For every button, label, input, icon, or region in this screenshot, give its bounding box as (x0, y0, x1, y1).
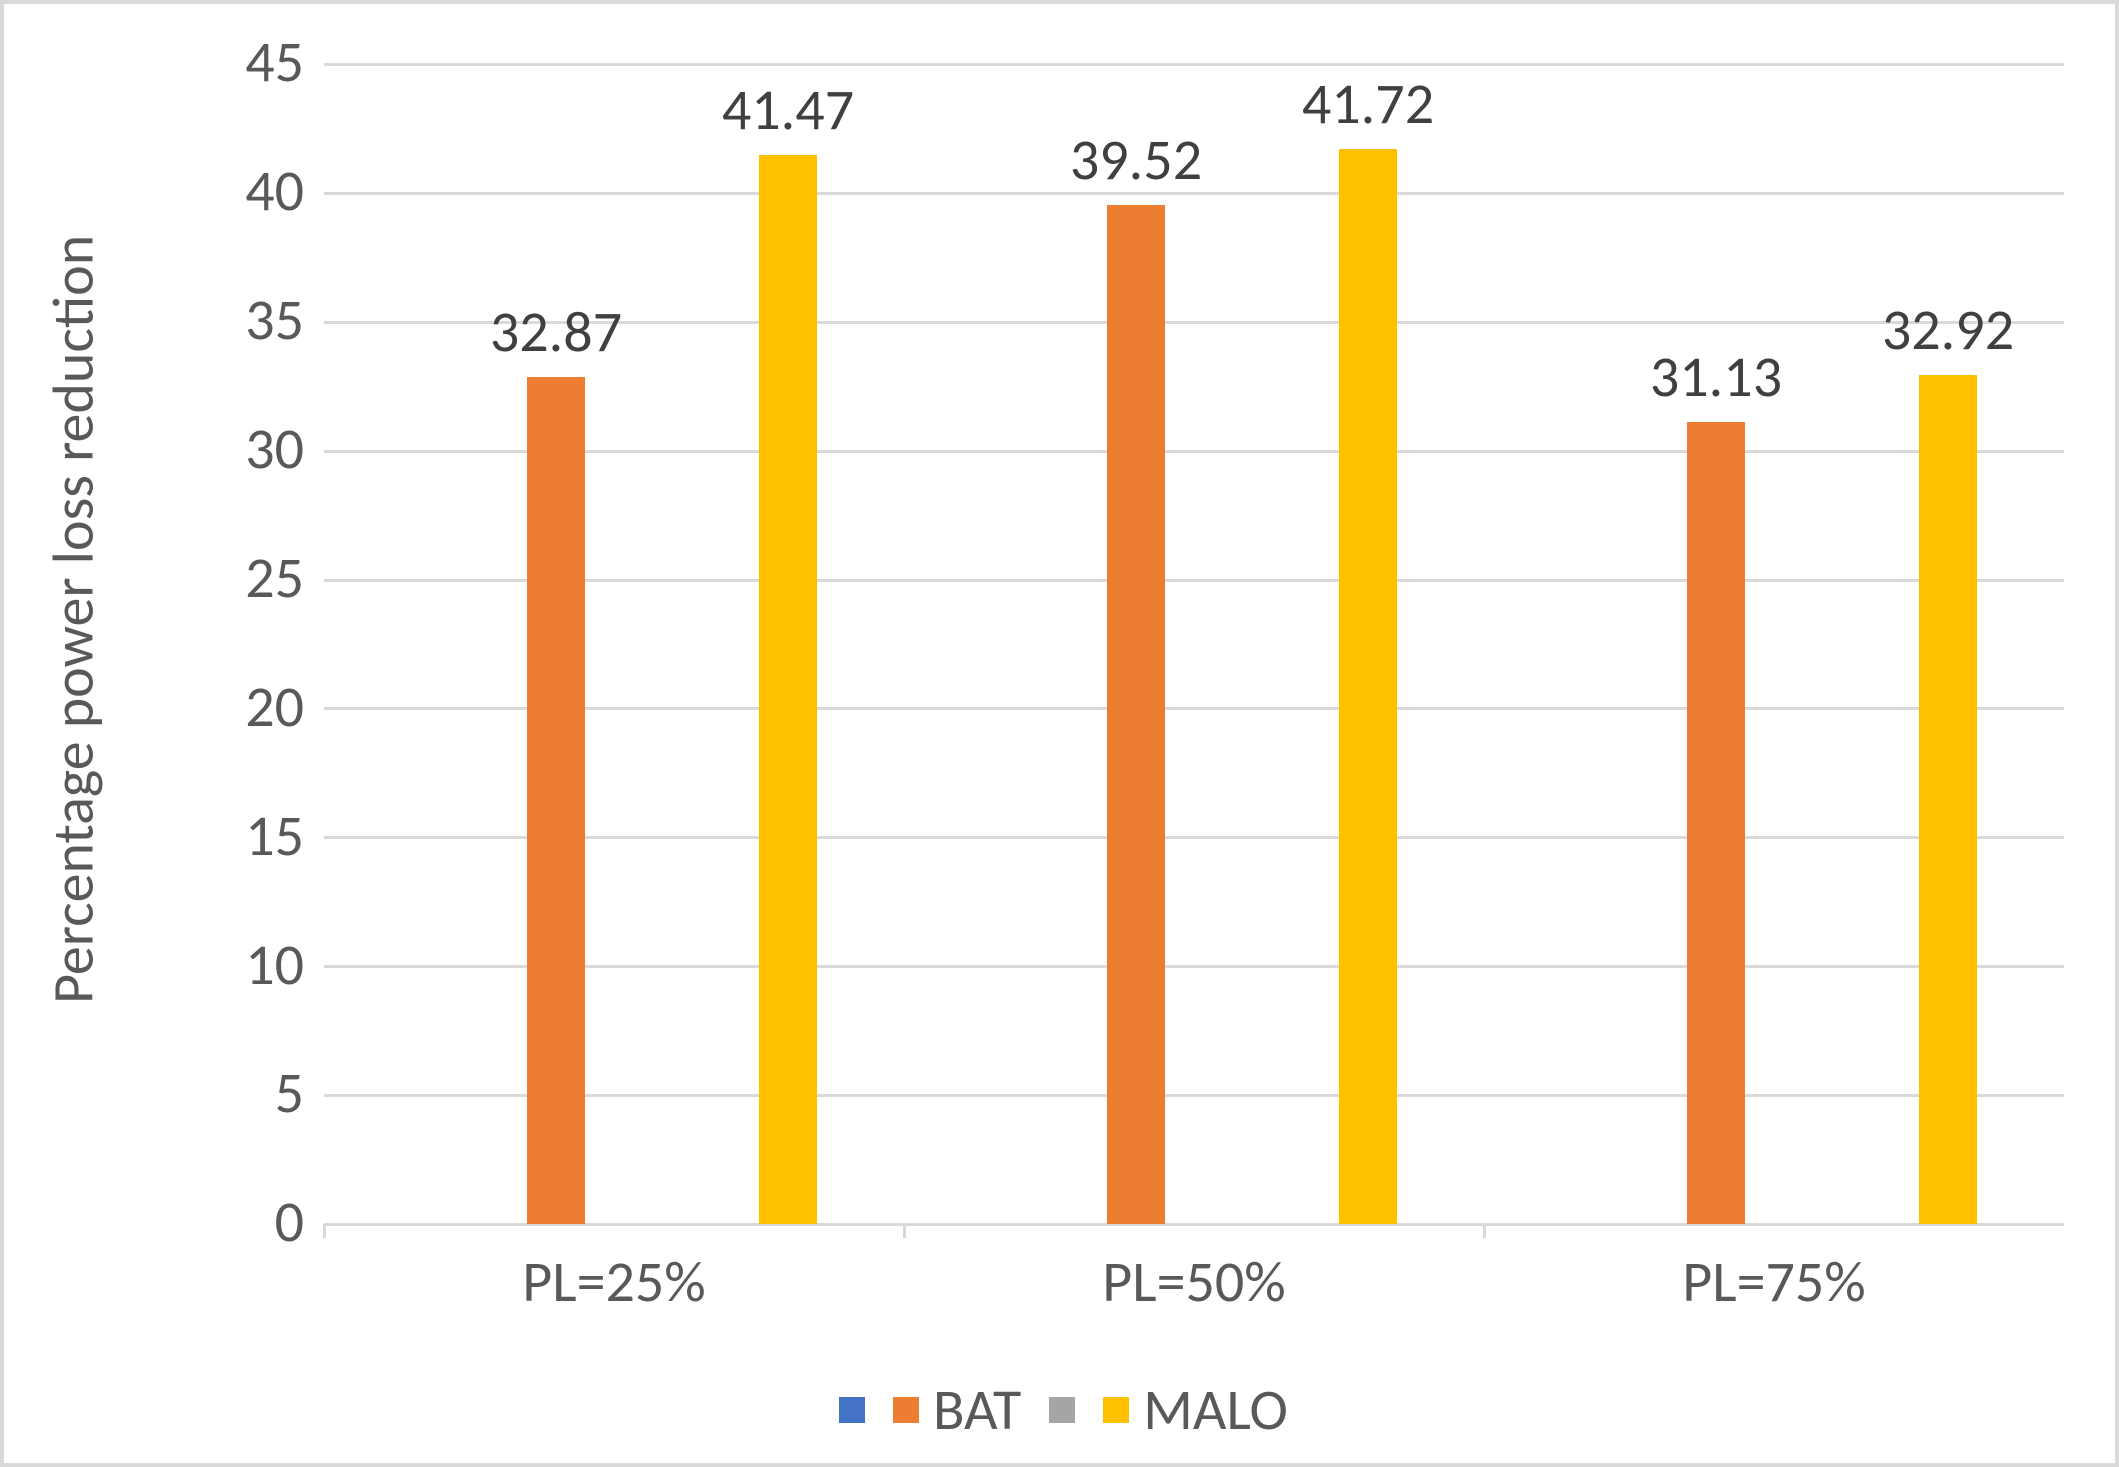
legend-item-bat: BAT (893, 1374, 1021, 1445)
gridline (324, 579, 2064, 582)
y-axis-label: Percentage power loss reduction (41, 39, 108, 1199)
bar-value-label: 39.52 (1041, 124, 1231, 195)
gridline (324, 1223, 2064, 1226)
legend-swatch (839, 1397, 865, 1423)
y-tick-label: 25 (194, 542, 304, 613)
y-tick-label: 40 (194, 155, 304, 226)
legend-item-malo: MALO (1103, 1374, 1288, 1445)
gridline (324, 836, 2064, 839)
bar-MALO (1339, 149, 1397, 1224)
bar-value-label: 31.13 (1621, 341, 1811, 412)
bar-MALO (759, 155, 817, 1224)
bar-BAT (1687, 422, 1745, 1224)
chart-container: Percentage power loss reduction 32.87 41.… (0, 0, 2119, 1467)
x-tick (1483, 1224, 1486, 1238)
y-tick-label: 30 (194, 413, 304, 484)
y-tick-label: 10 (194, 929, 304, 1000)
x-tick (323, 1224, 326, 1238)
y-tick-label: 15 (194, 800, 304, 871)
gridline (324, 450, 2064, 453)
legend-label: BAT (933, 1374, 1021, 1445)
legend-swatch (893, 1397, 919, 1423)
y-tick-label: 5 (194, 1057, 304, 1128)
x-category-label: PL=50% (904, 1246, 1484, 1317)
bar-BAT (527, 377, 585, 1224)
legend-swatch (1049, 1397, 1075, 1423)
y-tick-label: 0 (194, 1186, 304, 1257)
gridline (324, 63, 2064, 66)
legend-swatch (1103, 1397, 1129, 1423)
gridline (324, 1094, 2064, 1097)
bar-value-label: 41.72 (1273, 68, 1463, 139)
bar-value-label: 32.92 (1853, 294, 2043, 365)
y-tick-label: 20 (194, 671, 304, 742)
legend-item (839, 1397, 865, 1423)
gridline (324, 707, 2064, 710)
bar-value-label: 32.87 (461, 296, 651, 367)
x-tick (903, 1224, 906, 1238)
legend-item (1049, 1397, 1075, 1423)
y-tick-label: 45 (194, 26, 304, 97)
bar-MALO (1919, 375, 1977, 1224)
x-category-label: PL=75% (1484, 1246, 2064, 1317)
legend: BAT MALO (4, 1374, 2119, 1445)
gridline (324, 965, 2064, 968)
legend-label: MALO (1143, 1374, 1288, 1445)
x-category-label: PL=25% (324, 1246, 904, 1317)
bar-BAT (1107, 205, 1165, 1224)
y-tick-label: 35 (194, 284, 304, 355)
bar-value-label: 41.47 (693, 74, 883, 145)
plot-area: 32.87 41.47 39.52 41.72 31.13 32.92 (324, 64, 2064, 1224)
